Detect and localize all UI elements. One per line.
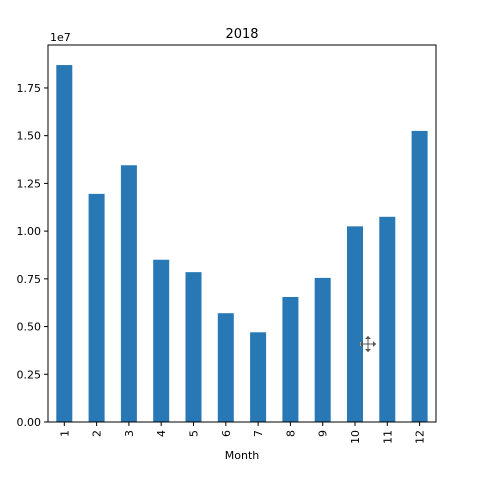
bar-month-5: [185, 272, 202, 422]
x-tick-label: 9: [317, 430, 330, 437]
y-axis-offset-label: 1e7: [50, 31, 71, 44]
bars-group: [56, 65, 428, 423]
y-tick-label: 0.25: [17, 368, 42, 381]
x-axis-label: Month: [225, 449, 260, 462]
x-tick-label: 10: [349, 430, 362, 444]
plot-frame: [47, 44, 437, 423]
x-tick-label: 3: [123, 430, 136, 437]
bar-month-12: [411, 130, 428, 422]
bar-month-2: [88, 193, 105, 422]
x-tick-label: 11: [381, 430, 394, 444]
move-crosshair-icon: [360, 336, 376, 352]
chart-title: 2018: [225, 27, 258, 42]
x-axis-ticks: 1 2 3 4 5 6 7 8 9 10 11 12: [58, 422, 427, 444]
bar-month-1: [56, 65, 73, 423]
x-tick-label: 2: [91, 430, 104, 437]
x-tick-label: 5: [188, 430, 201, 437]
y-tick-label: 1.00: [17, 225, 42, 238]
x-tick-label: 7: [252, 430, 265, 437]
bar-month-6: [217, 313, 234, 422]
bar-month-7: [250, 332, 267, 422]
x-tick-label: 12: [414, 430, 427, 444]
bar-month-11: [379, 216, 396, 422]
x-tick-label: 6: [220, 430, 233, 437]
bar-month-3: [120, 165, 137, 422]
y-tick-label: 0.75: [17, 273, 42, 286]
y-tick-label: 1.50: [17, 130, 42, 143]
bar-month-10: [347, 226, 363, 422]
y-axis-ticks: 0.00 0.25 0.50 0.75 1.00 1.25 1.50 1.75: [17, 82, 48, 429]
bar-month-9: [314, 277, 331, 422]
y-tick-label: 1.25: [17, 177, 42, 190]
y-tick-label: 0.00: [17, 416, 42, 429]
y-tick-label: 0.50: [17, 321, 42, 334]
x-tick-label: 8: [284, 430, 297, 437]
bar-month-8: [282, 296, 299, 422]
y-tick-label: 1.75: [17, 82, 42, 95]
x-tick-label: 4: [155, 430, 168, 437]
bar-month-4: [153, 259, 170, 422]
x-tick-label: 1: [58, 430, 71, 437]
